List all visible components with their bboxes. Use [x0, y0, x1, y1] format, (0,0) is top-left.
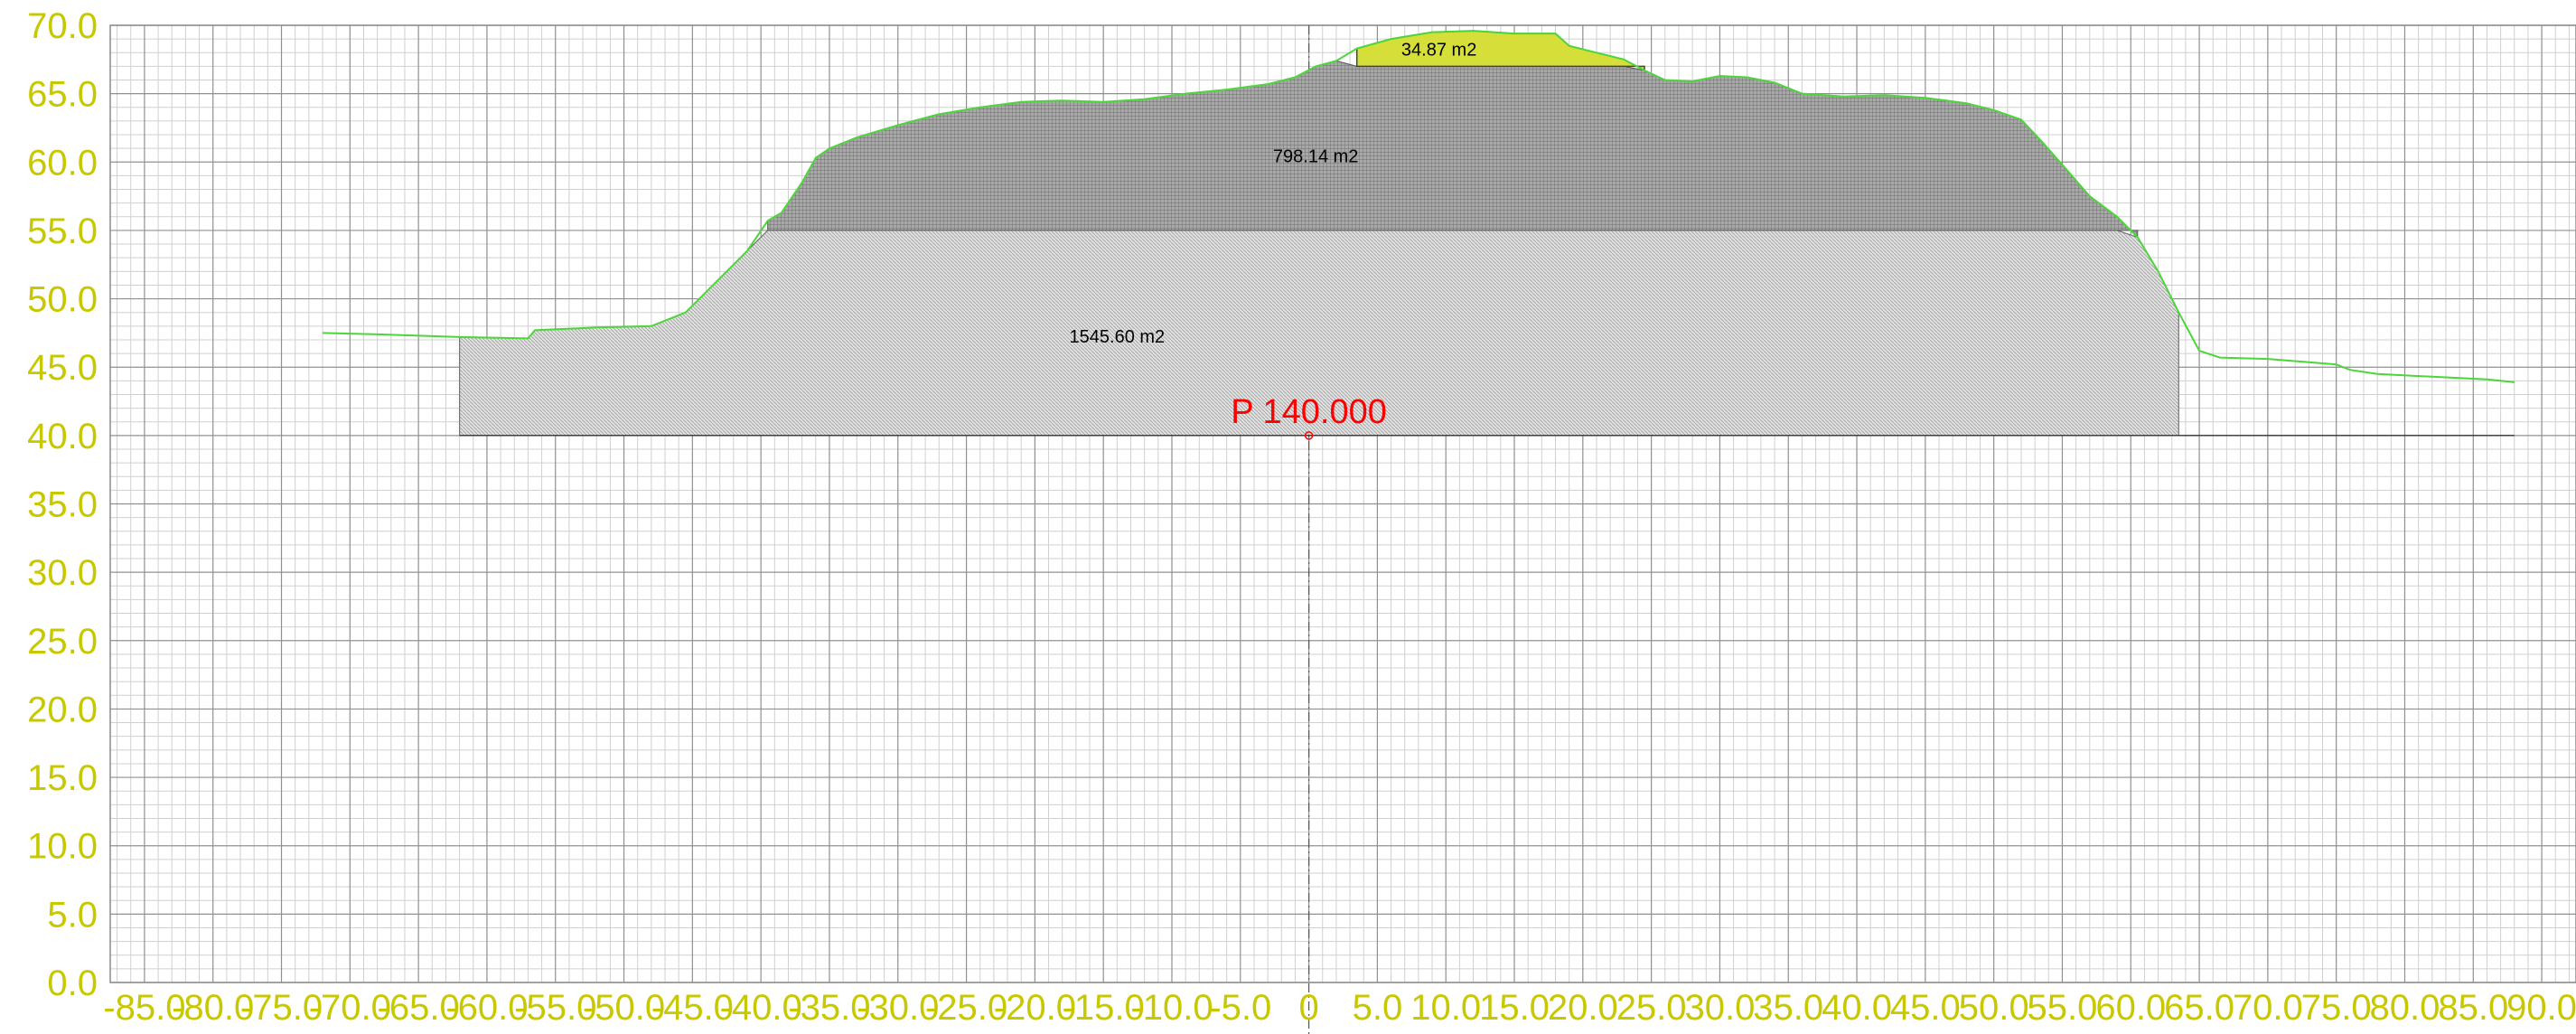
x-tick-label: 70.0 — [2233, 988, 2303, 1028]
y-tick-label: 70.0 — [27, 6, 98, 46]
x-tick-label: 40.0 — [1822, 988, 1892, 1028]
y-tick-label: 45.0 — [27, 348, 98, 388]
x-tick-label: -75.0 — [240, 988, 323, 1028]
y-tick-label: 5.0 — [47, 895, 98, 935]
x-tick-label: 80.0 — [2370, 988, 2440, 1028]
x-tick-label: 85.0 — [2438, 988, 2508, 1028]
x-tick-label: -80.0 — [172, 988, 254, 1028]
x-tick-label: -15.0 — [1063, 988, 1145, 1028]
x-tick-label: -40.0 — [720, 988, 802, 1028]
x-tick-label: -30.0 — [857, 988, 939, 1028]
x-tick-label: 60.0 — [2095, 988, 2166, 1028]
y-tick-label: 0.0 — [47, 964, 98, 1003]
x-tick-label: 45.0 — [1890, 988, 1961, 1028]
y-tick-label: 65.0 — [27, 75, 98, 115]
plot-border — [109, 24, 2576, 983]
x-tick-label: 55.0 — [2028, 988, 2098, 1028]
x-tick-label: -35.0 — [788, 988, 870, 1028]
y-tick-label: 40.0 — [27, 417, 98, 456]
x-tick-label: 75.0 — [2301, 988, 2372, 1028]
y-tick-label: 55.0 — [27, 212, 98, 251]
y-tick-label: 10.0 — [27, 827, 98, 867]
x-tick-label: -65.0 — [378, 988, 460, 1028]
y-tick-label: 20.0 — [27, 690, 98, 729]
x-tick-label: 5.0 — [1353, 988, 1403, 1028]
terrain-profile-line — [322, 30, 2515, 383]
y-tick-label: 25.0 — [27, 622, 98, 662]
x-tick-label: -25.0 — [925, 988, 1007, 1028]
x-tick-label: 35.0 — [1753, 988, 1823, 1028]
x-tick-label: 50.0 — [1959, 988, 2029, 1028]
profile-lines — [322, 30, 2515, 437]
station-label: P 140.000 — [1231, 393, 1387, 431]
x-tick-label: -5.0 — [1209, 988, 1271, 1028]
y-tick-label: 30.0 — [27, 553, 98, 593]
x-tick-label: 10.0 — [1410, 988, 1481, 1028]
x-tick-label: -55.0 — [514, 988, 596, 1028]
x-tick-label: 15.0 — [1479, 988, 1550, 1028]
x-tick-label: 25.0 — [1616, 988, 1687, 1028]
y-tick-label: 15.0 — [27, 758, 98, 798]
y-tick-label: 35.0 — [27, 485, 98, 525]
x-tick-label: -10.0 — [1130, 988, 1213, 1028]
x-tick-label: -70.0 — [309, 988, 391, 1028]
x-tick-label: -45.0 — [651, 988, 734, 1028]
axis-tick-labels: 0.05.010.015.020.025.030.035.040.045.050… — [27, 6, 2576, 1028]
x-tick-label: -85.0 — [103, 988, 185, 1028]
x-tick-label: -60.0 — [445, 988, 528, 1028]
area-fills — [459, 30, 2179, 437]
annotations: 34.87 m2 798.14 m2 1545.60 m2 P 140.000 — [1070, 40, 1476, 440]
area-label-lower: 1545.60 m2 — [1070, 327, 1166, 347]
area-label-top: 34.87 m2 — [1401, 40, 1476, 60]
area-label-middle: 798.14 m2 — [1273, 146, 1359, 166]
x-tick-label: -50.0 — [583, 988, 665, 1028]
x-tick-label: 20.0 — [1548, 988, 1618, 1028]
y-tick-label: 50.0 — [27, 280, 98, 320]
y-tick-label: 60.0 — [27, 143, 98, 183]
x-tick-label: 30.0 — [1685, 988, 1756, 1028]
x-tick-label: 90.0 — [2506, 988, 2576, 1028]
x-tick-label: -20.0 — [994, 988, 1076, 1028]
station-marker — [1304, 431, 1314, 440]
x-tick-label: 65.0 — [2164, 988, 2234, 1028]
x-tick-label: 0 — [1298, 988, 1318, 1028]
